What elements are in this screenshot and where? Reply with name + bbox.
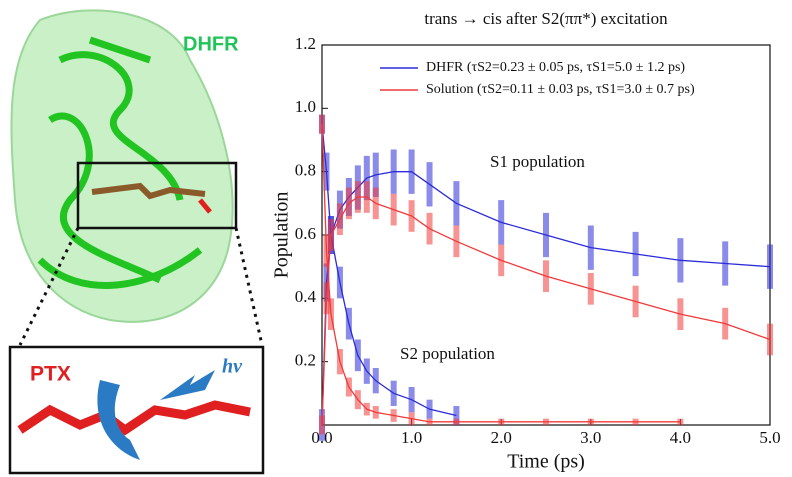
chart-title: trans → cis after S2(ππ*) excitation	[424, 9, 668, 28]
zoom-line	[18, 227, 80, 346]
x-tick-label: 4.0	[670, 428, 691, 447]
ligand-label: PTX	[30, 363, 71, 386]
annotation: S2 population	[400, 344, 495, 363]
protein-illustration: DHFR PTX hν	[8, 9, 265, 475]
chart: trans → cis after S2(ππ*) excitation Tim…	[271, 9, 781, 473]
ligand	[91, 182, 206, 200]
x-tick-label: 3.0	[580, 428, 601, 447]
ligand-tail	[198, 198, 212, 214]
ptx-molecule	[17, 400, 251, 436]
y-tick-label: 1.0	[295, 97, 316, 116]
legend-label: DHFR (τS2=0.23 ± 0.05 ps, τS1=5.0 ± 1.2 …	[426, 60, 685, 75]
x-tick-label: 1.0	[401, 428, 422, 447]
x-axis-label: Time (ps)	[507, 451, 585, 473]
y-tick-label: 0.4	[295, 287, 317, 306]
protein-surface	[10, 9, 234, 323]
series-line	[321, 196, 771, 426]
annotation: S1 population	[490, 152, 585, 171]
rotation-arrow	[97, 380, 140, 460]
y-tick-label: 0.2	[295, 351, 316, 370]
protein-ribbon	[37, 36, 203, 289]
y-tick-label: 1.2	[295, 34, 316, 53]
x-tick-label: 5.0	[759, 428, 780, 447]
zoom-box	[76, 161, 238, 230]
x-tick-label: 2.0	[491, 428, 512, 447]
y-tick-label: 0.8	[295, 161, 316, 180]
y-axis-label: Population	[271, 192, 293, 279]
series-line	[321, 171, 771, 426]
zoom-line	[234, 227, 264, 346]
legend-label: Solution (τS2=0.11 ± 0.03 ps, τS1=3.0 ± …	[426, 82, 695, 97]
photon-label: hν	[222, 356, 243, 378]
protein-label: DHFR	[183, 33, 239, 55]
y-tick-label: 0.6	[295, 224, 316, 243]
series-line	[321, 124, 681, 423]
photon-bolt	[160, 370, 215, 400]
